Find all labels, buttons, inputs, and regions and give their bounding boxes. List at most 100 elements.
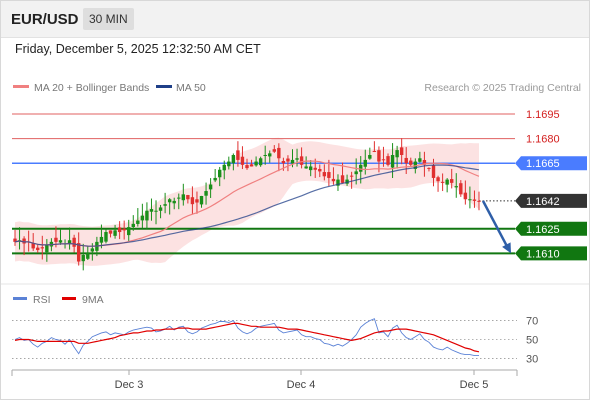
projection-arrow-shaft <box>481 200 509 247</box>
candle-body <box>227 161 231 167</box>
candle-body <box>349 175 354 177</box>
candle <box>399 138 404 165</box>
candle-body <box>404 157 408 164</box>
candle-body <box>177 197 181 199</box>
candle-body <box>299 156 304 165</box>
candle-body <box>281 160 286 164</box>
candle-body <box>322 172 327 177</box>
candle-body <box>372 150 377 152</box>
candle-body <box>204 191 208 196</box>
candle-body <box>409 160 413 165</box>
chart-header: EUR/USD 30 MIN <box>1 1 589 38</box>
level-label-1.1625: 1.1625 <box>526 224 560 236</box>
rsi-tick-label-50: 50 <box>526 335 538 347</box>
candle-body <box>108 230 113 234</box>
candle <box>440 173 445 192</box>
candle <box>263 145 267 165</box>
candle-body <box>31 243 35 249</box>
source-credit: Research © 2025 Trading Central <box>424 82 581 94</box>
rsi-legend-swatch <box>13 297 27 300</box>
rsi-line <box>14 318 479 357</box>
ma20-legend-label: MA 20 + Bollinger Bands <box>34 82 149 94</box>
candle <box>418 151 422 163</box>
level-label-1.1680: 1.1680 <box>526 134 560 146</box>
candle <box>277 143 281 172</box>
candle <box>67 227 72 250</box>
candle-body <box>445 179 449 185</box>
price-plot: 1.1695 1.1680 1.1665 1.1642 1.1625 1.1610 <box>12 109 587 271</box>
candle <box>158 204 163 219</box>
candle <box>363 149 367 175</box>
candle <box>22 236 26 256</box>
candle <box>409 157 413 167</box>
candle-body <box>308 166 313 171</box>
candle <box>459 180 463 197</box>
candle-body <box>359 164 363 172</box>
candle-body <box>213 177 217 181</box>
candle <box>313 158 317 178</box>
candle-body <box>104 232 108 242</box>
candle-body <box>99 236 104 243</box>
candle-body <box>167 199 172 203</box>
candle <box>368 147 372 160</box>
candle <box>349 171 354 189</box>
level-tag-1.1625 <box>515 221 587 236</box>
candle-body <box>336 179 340 186</box>
candle <box>450 168 454 189</box>
candle-body <box>440 181 445 183</box>
candle-body <box>81 254 85 262</box>
candle <box>131 215 135 231</box>
candle-body <box>149 209 154 212</box>
candle <box>208 178 213 198</box>
candle-body <box>195 199 199 203</box>
candle-body <box>190 197 195 205</box>
candle-body <box>268 153 272 157</box>
candle <box>331 167 336 185</box>
rsi-legend-label: RSI <box>33 294 51 306</box>
candle <box>36 244 40 253</box>
level-label-1.1665: 1.1665 <box>526 158 560 170</box>
candle-body <box>318 168 322 172</box>
candle-body <box>131 223 135 228</box>
candle-body <box>36 247 40 251</box>
candle <box>199 195 204 208</box>
candle-body <box>208 184 213 190</box>
candle <box>245 158 249 170</box>
candle <box>381 146 386 167</box>
candle-body <box>263 155 267 156</box>
ma50-line <box>14 164 480 247</box>
candle-body <box>45 245 49 253</box>
candle <box>154 200 158 225</box>
time-tick-label: Dec 5 <box>460 379 489 391</box>
candle <box>345 174 349 186</box>
candle-body <box>468 199 472 201</box>
ma20-legend-swatch <box>13 85 29 88</box>
ma9-legend-label: 9MA <box>82 294 104 306</box>
candle-body <box>240 156 245 165</box>
level-tag-1.1665 <box>515 156 587 171</box>
candle <box>268 150 272 163</box>
candle <box>40 235 44 260</box>
candle <box>181 183 186 206</box>
candle-body <box>249 164 254 167</box>
candle <box>477 191 481 211</box>
time-tick-label: Dec 4 <box>287 379 316 391</box>
candle-body <box>236 150 240 160</box>
candle-body <box>454 186 458 188</box>
candle <box>177 193 181 210</box>
candle-body <box>181 194 186 201</box>
candle <box>58 229 63 245</box>
candle-body <box>13 238 17 242</box>
candle <box>140 203 145 229</box>
timeframe-button[interactable]: 30 MIN <box>83 8 134 30</box>
candle <box>322 164 327 181</box>
candle-body <box>327 172 331 178</box>
candle <box>86 245 90 261</box>
candle-body <box>231 155 236 164</box>
ma50-legend-swatch <box>156 85 172 88</box>
candle <box>227 156 231 170</box>
candle <box>295 148 299 167</box>
ma9-legend-swatch <box>62 297 76 300</box>
candle <box>386 153 390 167</box>
candle-body <box>345 179 349 184</box>
